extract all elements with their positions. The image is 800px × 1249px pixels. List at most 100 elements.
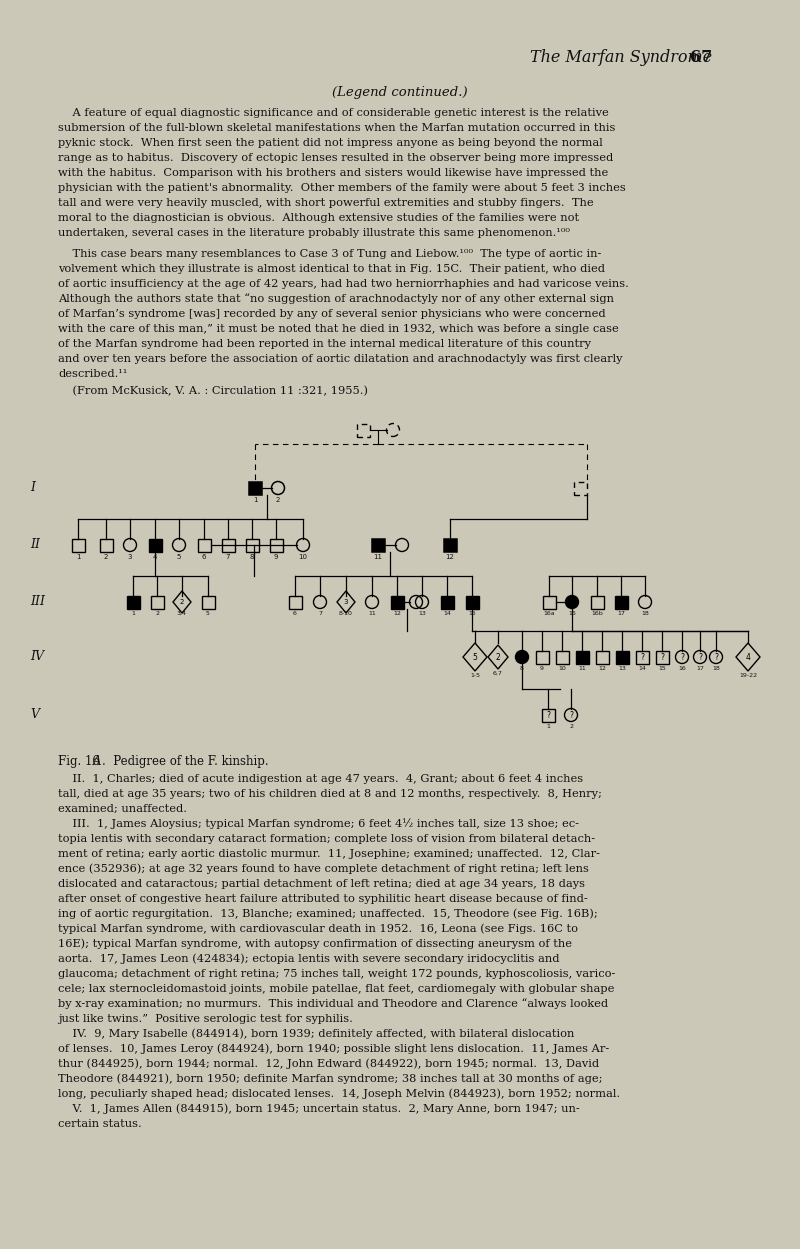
Text: 10: 10 xyxy=(558,666,566,671)
Text: II.  1, Charles; died of acute indigestion at age 47 years.  4, Grant; about 6 f: II. 1, Charles; died of acute indigestio… xyxy=(58,774,583,784)
Text: 12: 12 xyxy=(446,553,454,560)
Bar xyxy=(542,596,555,608)
Text: and over ten years before the association of aortic dilatation and arachnodactyl: and over ten years before the associatio… xyxy=(58,353,622,363)
Text: Fig. 16: Fig. 16 xyxy=(58,754,100,768)
Bar xyxy=(357,423,370,436)
Text: 4: 4 xyxy=(746,652,750,662)
Text: 6: 6 xyxy=(293,611,297,616)
Bar xyxy=(198,538,210,552)
Text: moral to the diagnostician is obvious.  Although extensive studies of the famili: moral to the diagnostician is obvious. A… xyxy=(58,214,579,224)
Bar xyxy=(615,651,629,663)
Bar xyxy=(71,538,85,552)
Text: certain status.: certain status. xyxy=(58,1119,142,1129)
Text: .  Pedigree of the F. kinship.: . Pedigree of the F. kinship. xyxy=(102,754,269,768)
Text: ?: ? xyxy=(660,652,664,662)
Bar xyxy=(635,651,649,663)
Text: ment of retina; early aortic diastolic murmur.  11, Josephine; examined; unaffec: ment of retina; early aortic diastolic m… xyxy=(58,849,600,859)
Text: submersion of the full-blown skeletal manifestations when the Marfan mutation oc: submersion of the full-blown skeletal ma… xyxy=(58,122,615,132)
Text: 16a: 16a xyxy=(543,611,555,616)
Text: ?: ? xyxy=(680,652,684,662)
Text: 18: 18 xyxy=(712,666,720,671)
Text: 7: 7 xyxy=(318,611,322,616)
Text: 2: 2 xyxy=(276,497,280,502)
Text: pyknic stock.  When first seen the patient did not impress anyone as being beyon: pyknic stock. When first seen the patien… xyxy=(58,137,602,147)
Bar xyxy=(246,538,258,552)
Text: described.¹¹: described.¹¹ xyxy=(58,368,127,378)
Text: volvement which they illustrate is almost identical to that in Fig. 15C.  Their : volvement which they illustrate is almos… xyxy=(58,264,605,274)
Text: ence (352936); at age 32 years found to have complete detachment of right retina: ence (352936); at age 32 years found to … xyxy=(58,863,589,874)
Text: by x-ray examination; no murmurs.  This individual and Theodore and Clarence “al: by x-ray examination; no murmurs. This i… xyxy=(58,998,608,1009)
Text: ing of aortic regurgitation.  13, Blanche; examined; unaffected.  15, Theodore (: ing of aortic regurgitation. 13, Blanche… xyxy=(58,908,598,919)
Text: 17: 17 xyxy=(696,666,704,671)
Text: 16: 16 xyxy=(568,611,576,616)
Text: topia lentis with secondary cataract formation; complete loss of vision from bil: topia lentis with secondary cataract for… xyxy=(58,834,595,844)
Text: of aortic insufficiency at the age of 42 years, had had two herniorrhaphies and : of aortic insufficiency at the age of 42… xyxy=(58,279,629,289)
Text: 3: 3 xyxy=(344,600,348,605)
Text: 18: 18 xyxy=(641,611,649,616)
Bar xyxy=(99,538,113,552)
Text: range as to habitus.  Discovery of ectopic lenses resulted in the observer being: range as to habitus. Discovery of ectopi… xyxy=(58,152,614,164)
Text: V.  1, James Allen (844915), born 1945; uncertain status.  2, Mary Anne, born 19: V. 1, James Allen (844915), born 1945; u… xyxy=(58,1103,580,1114)
Text: thur (844925), born 1944; normal.  12, John Edward (844922), born 1945; normal. : thur (844925), born 1944; normal. 12, Jo… xyxy=(58,1058,599,1069)
Text: 2: 2 xyxy=(155,611,159,616)
Bar xyxy=(555,651,569,663)
Text: examined; unaffected.: examined; unaffected. xyxy=(58,804,187,814)
Text: A: A xyxy=(93,754,102,768)
Text: 10: 10 xyxy=(298,553,307,560)
Bar xyxy=(575,651,589,663)
Circle shape xyxy=(566,596,578,608)
Text: 19-22: 19-22 xyxy=(739,673,757,678)
Text: 15: 15 xyxy=(468,611,476,616)
Bar xyxy=(542,708,554,722)
Bar xyxy=(222,538,234,552)
Text: ?: ? xyxy=(640,652,644,662)
Text: cele; lax sternocleidomastoid joints, mobile patellae, flat feet, cardiomegaly w: cele; lax sternocleidomastoid joints, mo… xyxy=(58,984,614,994)
Text: 3,4: 3,4 xyxy=(177,611,187,616)
Bar xyxy=(466,596,478,608)
Text: of Marfan’s syndrome [was] recorded by any of several senior physicians who were: of Marfan’s syndrome [was] recorded by a… xyxy=(58,309,606,318)
Text: Although the authors state that “no suggestion of arachnodactyly nor of any othe: Although the authors state that “no sugg… xyxy=(58,294,614,304)
Text: 12: 12 xyxy=(598,666,606,671)
Text: aorta.  17, James Leon (424834); ectopia lentis with severe secondary iridocycli: aorta. 17, James Leon (424834); ectopia … xyxy=(58,953,559,964)
Text: undertaken, several cases in the literature probably illustrate this same phenom: undertaken, several cases in the literat… xyxy=(58,229,570,239)
Text: ?: ? xyxy=(714,652,718,662)
Text: typical Marfan syndrome, with cardiovascular death in 1952.  16, Leona (see Figs: typical Marfan syndrome, with cardiovasc… xyxy=(58,923,578,934)
Text: 2: 2 xyxy=(569,723,573,728)
Text: of the Marfan syndrome had been reported in the internal medical literature of t: of the Marfan syndrome had been reported… xyxy=(58,338,591,348)
Text: (Legend continued.): (Legend continued.) xyxy=(332,86,468,99)
Text: 16E); typical Marfan syndrome, with autopsy confirmation of dissecting aneurysm : 16E); typical Marfan syndrome, with auto… xyxy=(58,938,572,949)
Text: ?: ? xyxy=(546,711,550,719)
Text: just like twins.”  Positive serologic test for syphilis.: just like twins.” Positive serologic tes… xyxy=(58,1014,353,1024)
Text: III.  1, James Aloysius; typical Marfan syndrome; 6 feet 4½ inches tall, size 13: III. 1, James Aloysius; typical Marfan s… xyxy=(58,818,579,829)
Text: 3: 3 xyxy=(128,553,132,560)
Text: 8: 8 xyxy=(520,666,524,671)
Text: 2: 2 xyxy=(104,553,108,560)
Bar xyxy=(535,651,549,663)
Circle shape xyxy=(515,651,529,663)
Text: 9: 9 xyxy=(274,553,278,560)
Bar xyxy=(441,596,454,608)
Text: 12: 12 xyxy=(393,611,401,616)
Text: with the care of this man,” it must be noted that he died in 1932, which was bef: with the care of this man,” it must be n… xyxy=(58,323,618,333)
Text: IV.  9, Mary Isabelle (844914), born 1939; definitely affected, with bilateral d: IV. 9, Mary Isabelle (844914), born 1939… xyxy=(58,1028,574,1039)
Text: V: V xyxy=(30,708,39,721)
Text: tall and were very heavily muscled, with short powerful extremities and stubby f: tall and were very heavily muscled, with… xyxy=(58,199,594,209)
Text: The Marfan Syndrome: The Marfan Syndrome xyxy=(530,49,712,66)
Bar xyxy=(150,596,163,608)
Text: long, peculiarly shaped head; dislocated lenses.  14, Joseph Melvin (844923), bo: long, peculiarly shaped head; dislocated… xyxy=(58,1088,620,1099)
Text: I: I xyxy=(30,481,35,495)
Text: 5: 5 xyxy=(473,652,478,662)
Text: II: II xyxy=(30,538,40,551)
Text: glaucoma; detachment of right retina; 75 inches tall, weight 172 pounds, kyphosc: glaucoma; detachment of right retina; 75… xyxy=(58,969,615,979)
Bar xyxy=(390,596,403,608)
Text: of lenses.  10, James Leroy (844924), born 1940; possible slight lens dislocatio: of lenses. 10, James Leroy (844924), bor… xyxy=(58,1043,610,1054)
Text: 6,7: 6,7 xyxy=(493,671,503,676)
Text: 1: 1 xyxy=(546,723,550,728)
Bar xyxy=(655,651,669,663)
Text: A feature of equal diagnostic significance and of considerable genetic interest : A feature of equal diagnostic significan… xyxy=(58,107,609,117)
Bar xyxy=(289,596,302,608)
Text: III: III xyxy=(30,595,45,608)
Text: ?: ? xyxy=(569,711,573,719)
Bar xyxy=(371,538,385,552)
Text: 11: 11 xyxy=(368,611,376,616)
